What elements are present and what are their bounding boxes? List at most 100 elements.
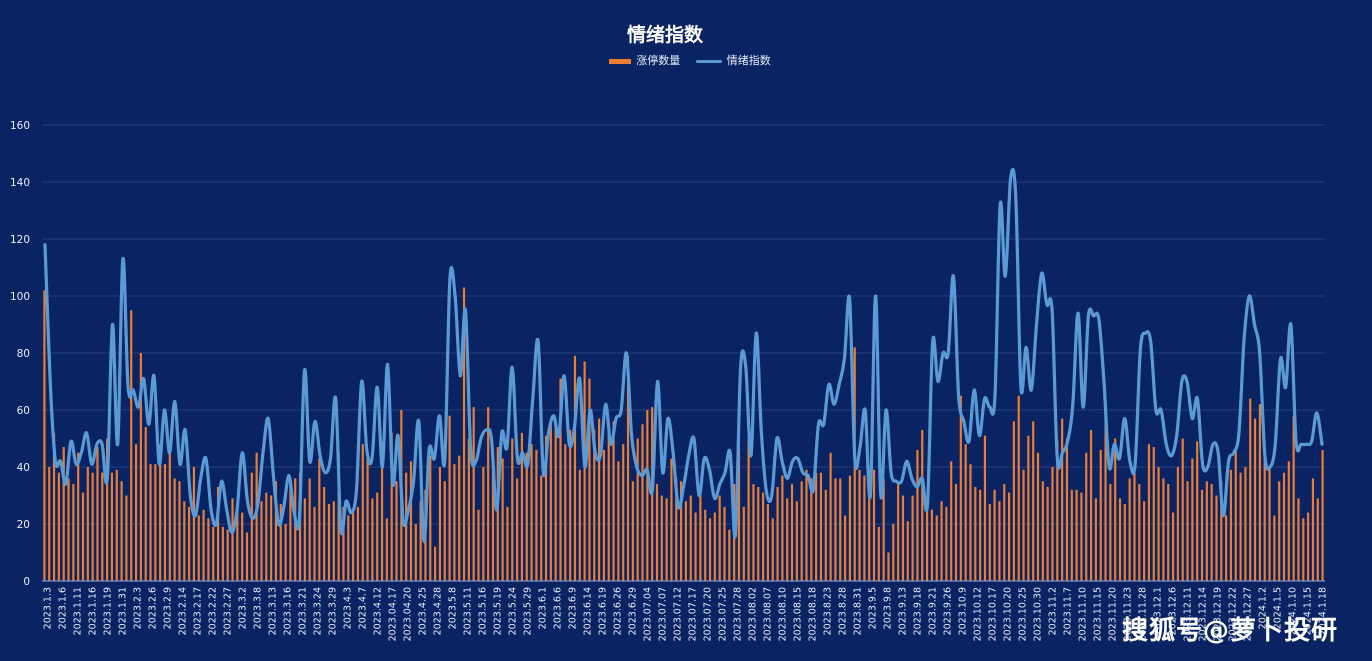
bar: [429, 455, 432, 581]
bar: [48, 467, 51, 581]
bar: [496, 447, 499, 581]
bar: [289, 481, 292, 581]
bar: [998, 501, 1001, 581]
bar: [636, 438, 639, 581]
bar: [371, 498, 374, 581]
bar: [163, 464, 167, 581]
x-tick-label: 2023.3.8: [253, 587, 264, 629]
bar: [1258, 404, 1261, 581]
x-tick-label: 2023.12.1: [1153, 587, 1164, 635]
bar: [520, 432, 524, 581]
x-tick-label: 2023.9.26: [943, 587, 954, 635]
bar: [241, 512, 244, 581]
bar: [159, 444, 162, 581]
x-tick-label: 2023.1.11: [73, 587, 84, 635]
x-tick-label: 2024.1.18: [1318, 587, 1329, 635]
bar: [617, 461, 620, 581]
bar: [655, 484, 659, 581]
bar: [516, 478, 519, 581]
x-tick-label: 2023.6.19: [598, 587, 609, 635]
bar: [1080, 492, 1083, 581]
bar: [752, 484, 755, 581]
bar: [1051, 467, 1054, 581]
bar: [540, 475, 543, 581]
legend-swatch-bar: [609, 58, 632, 64]
bar: [1094, 498, 1097, 581]
x-tick-label: 2023.12.27: [1243, 587, 1254, 641]
x-tick-label: 2023.9.18: [913, 587, 924, 635]
bar: [212, 526, 215, 581]
x-tick-label: 2023.11.23: [1123, 587, 1134, 641]
x-tick-label: 2023.08.07: [763, 587, 774, 641]
bar: [1012, 421, 1015, 581]
x-tick-label: 2023.11.7: [1063, 587, 1074, 635]
bar: [766, 504, 769, 581]
x-tick-label: 2023.11.2: [1048, 587, 1059, 635]
x-tick-label: 2023.3.2: [238, 587, 249, 629]
bar: [631, 481, 634, 581]
bar: [815, 472, 818, 581]
y-tick-label: 80: [17, 348, 30, 360]
bar: [188, 506, 191, 581]
legend-item-line[interactable]: 情绪指数: [695, 52, 771, 68]
bar: [356, 506, 360, 581]
x-tick-label: 2023.8.31: [853, 587, 864, 635]
y-tick-label: 40: [17, 462, 30, 474]
bar: [1253, 418, 1257, 581]
bar: [1104, 404, 1107, 581]
bar: [1244, 467, 1247, 581]
x-tick-label: 2023.4.12: [373, 587, 384, 635]
bar: [192, 467, 196, 581]
bar: [1061, 418, 1064, 581]
bar: [786, 498, 789, 581]
bar: [564, 444, 567, 581]
bar: [453, 464, 456, 581]
bar: [646, 410, 649, 581]
bar: [207, 518, 210, 581]
bar: [1181, 438, 1184, 581]
x-tick-label: 2023.12.22: [1228, 587, 1239, 641]
bar: [954, 484, 958, 581]
bar: [761, 492, 765, 581]
bar: [1133, 472, 1136, 581]
x-tick-label: 2023.9.21: [928, 587, 939, 635]
bar: [805, 469, 808, 581]
bar: [612, 421, 615, 581]
bar: [665, 498, 668, 581]
bar: [1225, 515, 1228, 581]
bar: [86, 467, 89, 581]
bar: [419, 501, 422, 581]
bar: [670, 458, 673, 581]
bar: [1186, 481, 1189, 581]
bar: [183, 501, 186, 581]
x-tick-label: 2023.08.10: [778, 587, 789, 641]
legend-item-bars[interactable]: 涨停数量: [609, 52, 680, 68]
bar: [554, 427, 557, 581]
bar: [1089, 429, 1093, 581]
bar: [409, 461, 413, 581]
bar: [294, 478, 297, 581]
x-tick-label: 2023.5.11: [463, 587, 474, 635]
x-tick-label: 2023.6.9: [568, 587, 579, 629]
x-tick-label: 2023.8.28: [838, 587, 849, 635]
bar: [1210, 484, 1213, 581]
bar: [144, 427, 147, 581]
bar: [250, 472, 253, 581]
bar: [607, 424, 610, 581]
bar: [43, 290, 46, 581]
bar: [525, 452, 528, 581]
x-tick-label: 2023.3.13: [268, 587, 279, 635]
bar: [578, 469, 581, 581]
bar: [390, 432, 393, 581]
bar: [1282, 472, 1286, 581]
bar: [916, 449, 919, 581]
bar: [906, 521, 909, 581]
bar: [843, 515, 847, 581]
x-tick-label: 2023.2.17: [193, 587, 204, 635]
bar: [1157, 467, 1160, 581]
bar: [598, 418, 601, 581]
bar: [1287, 461, 1290, 581]
bar: [506, 506, 509, 581]
bar: [573, 355, 577, 581]
